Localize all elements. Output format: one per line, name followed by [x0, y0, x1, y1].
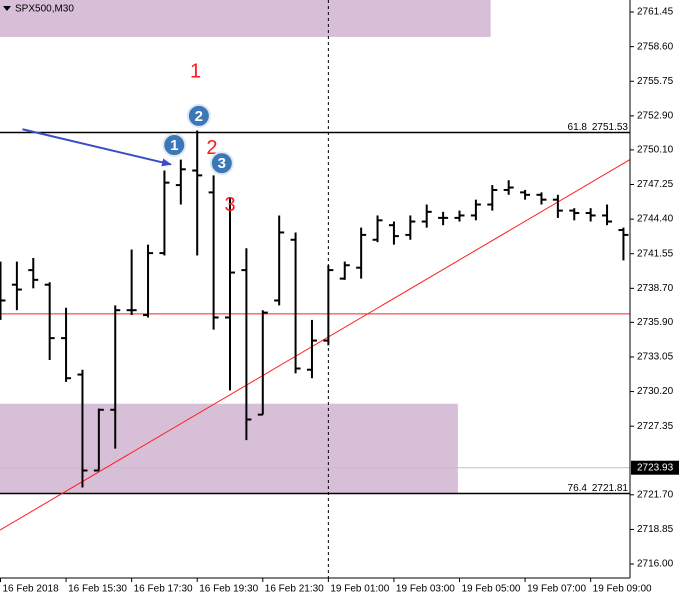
y-tick-label: 2741.55	[637, 248, 674, 259]
annotation-number: 2	[195, 108, 203, 125]
y-tick-label: 2733.05	[637, 352, 674, 363]
x-tick-label: 19 Feb 07:00	[527, 584, 586, 595]
y-tick-label: 2750.10	[637, 145, 674, 156]
y-tick-label: 2718.85	[637, 524, 674, 535]
y-tick-label: 2735.90	[637, 317, 674, 328]
bid-label-box	[631, 460, 679, 475]
trend-line	[0, 159, 631, 531]
y-tick-label: 2716.00	[637, 559, 674, 570]
x-tick-label: 16 Feb 19:30	[199, 584, 258, 595]
chart-title: SPX500,M30	[15, 4, 74, 15]
annotation-number: 2	[206, 137, 217, 159]
annotation-number: 1	[190, 60, 201, 82]
level-price-label: 2751.53	[592, 122, 629, 133]
annotation-number: 1	[170, 137, 178, 154]
level-label: 61.8	[568, 122, 588, 133]
y-tick-label: 2747.25	[637, 179, 674, 190]
x-tick-label: 19 Feb 01:00	[330, 584, 389, 595]
x-tick-label: 19 Feb 03:00	[396, 584, 455, 595]
annotation-badge	[186, 103, 211, 128]
y-tick-label: 2761.45	[637, 7, 674, 18]
y-tick-label: 2730.20	[637, 386, 674, 397]
arrow	[22, 128, 172, 167]
annotation-badge	[162, 133, 187, 158]
y-tick-label: 2758.60	[637, 41, 674, 52]
y-tick-label: 2744.40	[637, 214, 674, 225]
y-tick-label: 2721.70	[637, 489, 674, 500]
x-tick-label: 16 Feb 17:30	[134, 584, 193, 595]
x-tick-label: 19 Feb 05:00	[462, 584, 521, 595]
x-tick-label: 16 Feb 2018	[2, 584, 59, 595]
x-tick-label: 19 Feb 09:00	[593, 584, 652, 595]
price-zone	[0, 0, 491, 37]
annotation-number: 3	[218, 155, 226, 172]
title-toggle[interactable]	[3, 6, 11, 11]
x-tick-label: 16 Feb 21:30	[265, 584, 324, 595]
level-label: 76.4	[568, 483, 588, 494]
level-price-label: 2721.81	[592, 483, 629, 494]
price-zone	[0, 403, 458, 494]
y-tick-label: 2738.70	[637, 283, 674, 294]
x-tick-label: 16 Feb 15:30	[68, 584, 127, 595]
y-tick-label: 2752.90	[637, 111, 674, 122]
bid-label: 2723.93	[637, 462, 674, 473]
annotation-number: 3	[224, 194, 235, 216]
y-tick-label: 2727.35	[637, 421, 674, 432]
y-tick-label: 2755.75	[637, 76, 674, 87]
annotation-badge	[209, 151, 234, 176]
